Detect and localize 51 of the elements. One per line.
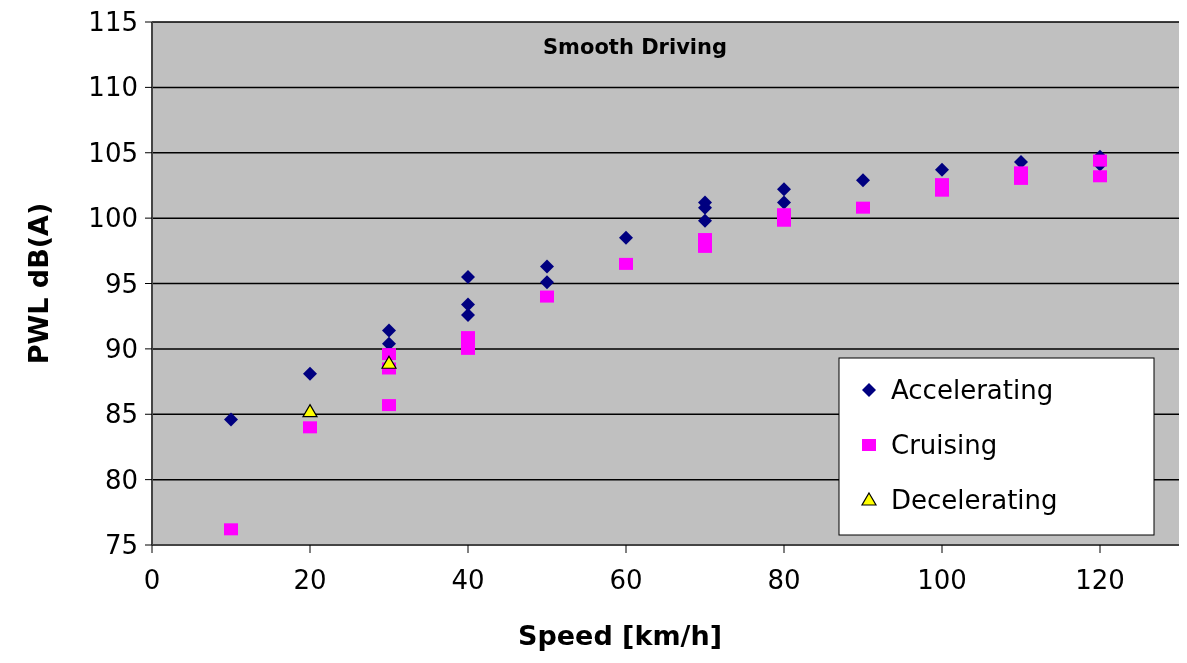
y-tick-label: 75 — [104, 530, 138, 560]
x-axis-title: Speed [km/h] — [518, 620, 722, 651]
point — [540, 259, 554, 274]
legend-label: Cruising — [891, 430, 998, 460]
point — [1093, 170, 1107, 183]
y-tick-label: 110 — [88, 72, 138, 103]
point — [382, 348, 396, 361]
text: Smooth Driving — [542, 35, 728, 59]
point — [302, 404, 318, 418]
point — [935, 162, 949, 177]
y-tick-label: 100 — [88, 203, 138, 234]
point — [382, 323, 396, 338]
x-tick-label: 80 — [767, 565, 801, 595]
legend-label: Accelerating — [891, 375, 1054, 405]
point — [303, 421, 317, 434]
x-tick-label: 120 — [1075, 565, 1125, 595]
y-axis-title: PWL dB(A) — [23, 202, 54, 365]
point — [619, 257, 633, 270]
point — [461, 307, 475, 322]
point — [777, 195, 791, 210]
point — [303, 366, 317, 381]
point — [382, 336, 396, 351]
point — [1093, 154, 1107, 167]
point — [856, 201, 870, 214]
point — [1014, 154, 1028, 169]
x-tick-label: 0 — [143, 565, 161, 595]
point — [381, 355, 397, 369]
y-tick-label: 95 — [104, 268, 138, 299]
y-tick-label: 115 — [88, 7, 138, 37]
point — [698, 213, 712, 228]
point — [461, 342, 475, 355]
x-tick-label: 100 — [917, 565, 967, 595]
point — [540, 275, 554, 290]
x-tick-label: 40 — [451, 565, 485, 595]
point — [777, 182, 791, 197]
point — [856, 173, 870, 188]
legend-label: Decelerating — [891, 485, 1058, 515]
point — [540, 290, 554, 303]
point — [461, 331, 475, 344]
point — [461, 269, 475, 284]
point — [619, 230, 633, 245]
x-tick-label: 20 — [293, 565, 327, 595]
point — [382, 399, 396, 412]
y-tick-label: 80 — [104, 464, 138, 495]
x-tick-label: 60 — [609, 565, 643, 595]
y-tick-label: 105 — [88, 137, 138, 168]
y-tick-label: 85 — [104, 399, 138, 430]
y-tick-label: 90 — [104, 333, 138, 364]
point — [224, 523, 238, 536]
point — [461, 297, 475, 312]
point — [224, 412, 238, 427]
